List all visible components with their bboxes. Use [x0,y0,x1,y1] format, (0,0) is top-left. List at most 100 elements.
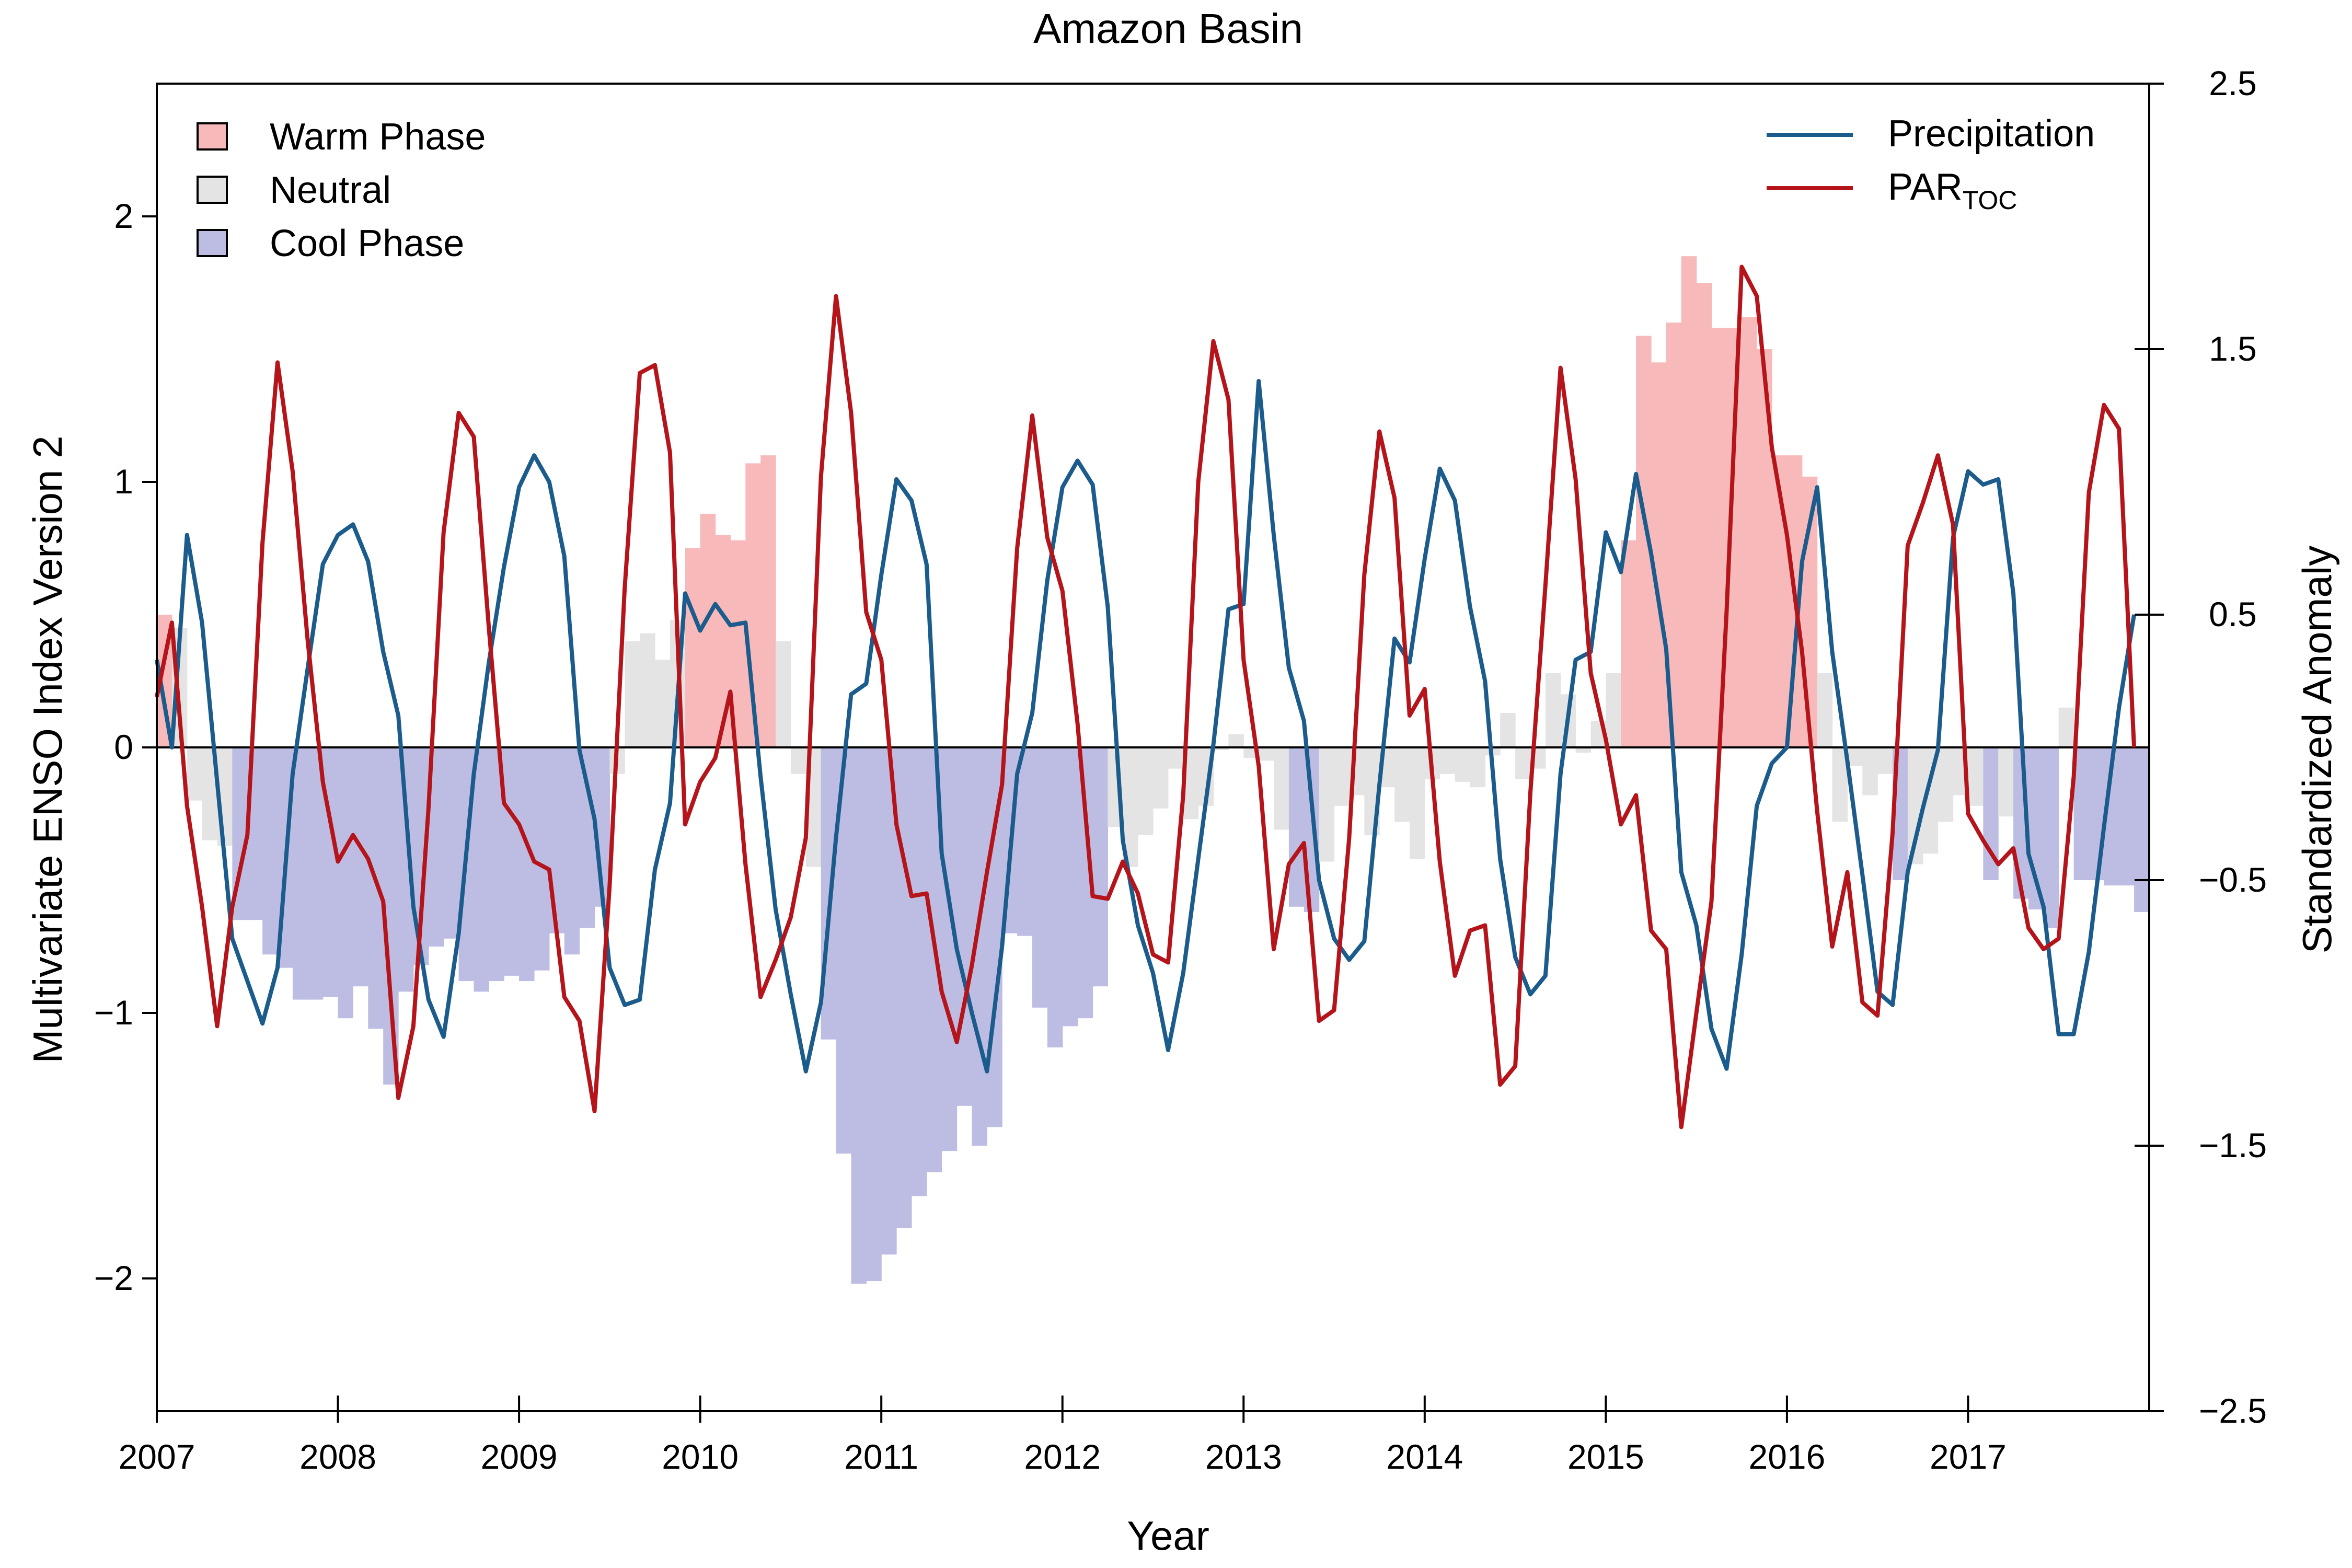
left-tick-label: 2 [114,197,133,235]
legend-swatch-neutral [197,176,228,204]
mei-bar [1228,734,1244,747]
right-tick-label: 2.5 [2209,64,2257,102]
mei-bar [1455,747,1471,782]
mei-bar [1213,747,1229,751]
mei-bar [700,513,716,747]
mei-bar [368,747,384,1029]
mei-bar [1681,256,1697,747]
mei-bar [655,660,671,747]
mei-bar [896,747,912,1228]
mei-bar [2043,747,2059,928]
mei-bar [1439,747,1456,774]
mei-bar [292,747,308,1000]
left-tick-label: −1 [94,993,133,1032]
mei-bar [685,548,701,747]
mei-bar [1500,712,1516,747]
mei-bar [1334,747,1350,806]
mei-bar [1938,747,1954,822]
mei-bar [640,633,655,747]
mei-bar [1288,747,1305,907]
par-toc-line [155,264,2137,1129]
mei-bar [1817,673,1833,747]
mei-bar [956,747,973,1106]
x-tick-label: 2010 [662,1437,739,1476]
x-tick-label: 2013 [1205,1437,1282,1476]
mei-bar [1515,747,1531,779]
mei-bars [157,256,2150,1284]
mei-bar [2073,747,2090,880]
left-y-axis-title: Multivariate ENSO Index Version 2 [25,436,71,1064]
mei-bar [1259,747,1274,761]
legend-swatch-cool [197,229,228,257]
mei-bar [866,747,882,1282]
mei-bar [776,641,791,747]
mei-bar [1062,747,1078,1027]
mei-bar [1877,747,1893,774]
right-tick-label: 0.5 [2209,595,2257,633]
mei-bar [262,747,278,955]
mei-bar [1274,747,1289,830]
legend-label-par-main: PAR [1888,166,1963,208]
legend-swatch-warm [197,122,228,151]
mei-bar [579,747,595,928]
right-tick-label: −1.5 [2199,1126,2267,1165]
mei-bar [1470,747,1485,788]
mei-bar [911,747,927,1196]
mei-bar [307,747,324,1000]
chart-title: Amazon Basin [1033,5,1303,52]
mei-bar [1032,747,1048,1008]
legend-label-par-subscript: TOC [1963,186,2017,215]
right-y-axis-title: Standardized Anomaly [2294,546,2340,954]
mei-bar [2119,747,2135,886]
legend-label-par: PARTOC [1888,166,2017,215]
x-tick-label: 2017 [1930,1437,2007,1476]
mei-bar [1651,362,1667,747]
mei-bar [1862,747,1878,795]
mei-bar [881,747,897,1255]
x-tick-label: 2014 [1386,1437,1463,1476]
mei-bar [187,747,203,801]
left-y-axis: 2 1 0 −1 −2 [94,197,157,1297]
mei-bar [1017,747,1033,936]
left-tick-label: −2 [94,1259,133,1297]
mei-bar [1606,673,1621,747]
left-tick-label: 0 [114,728,133,766]
x-axis: 2007 2008 2009 2010 2011 2012 2013 2014 2015 2016… [119,1396,2007,1476]
mei-bar [625,641,640,747]
mei-bar [941,747,958,1151]
mei-bar [851,747,867,1284]
legend-label-neutral: Neutral [270,169,391,211]
mei-bar [1394,747,1410,822]
legend-label-cool: Cool Phase [270,223,464,264]
right-tick-label: 1.5 [2209,329,2257,368]
legend-label-warm: Warm Phase [270,116,486,158]
mei-bar [443,747,459,939]
left-tick-label: 1 [114,462,133,501]
right-tick-label: −0.5 [2199,860,2267,899]
x-tick-label: 2011 [844,1437,918,1476]
mei-bar [1742,317,1757,747]
mei-bar [715,535,731,747]
mei-bar [1696,283,1712,747]
mei-bar [1168,747,1184,769]
x-tick-label: 2009 [481,1437,558,1476]
mei-bar [1998,747,2014,817]
legend-phases: Warm Phase Neutral Cool Phase [197,116,486,264]
right-y-axis: 2.5 1.5 0.5 −0.5 −1.5 −2.5 [2135,64,2267,1430]
mei-bar [1847,747,1863,766]
mei-bar [338,747,354,1019]
x-tick-label: 2008 [299,1437,376,1476]
mei-bar [1092,747,1108,987]
right-tick-label: −2.5 [2199,1391,2267,1430]
mei-bar [474,747,489,992]
mei-bar [790,747,806,774]
mei-bar [519,747,535,982]
mei-bar [2134,747,2150,912]
mei-bar [1575,747,1592,753]
mei-bar [1138,747,1154,835]
x-tick-label: 2012 [1024,1437,1101,1476]
mei-bar [1319,747,1335,862]
mei-bar [534,747,550,971]
mei-bar [504,747,520,976]
